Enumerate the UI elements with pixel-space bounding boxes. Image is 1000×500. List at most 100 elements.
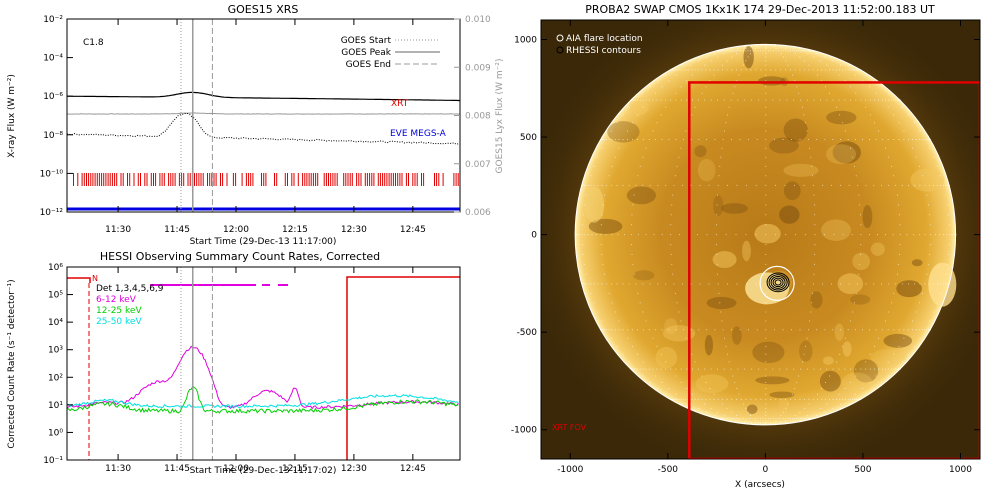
legend-goes-start: GOES Start xyxy=(341,36,392,46)
x-tick-label: 0 xyxy=(763,465,769,475)
hessi-legend: Det 1,3,4,5,6,9 6-12 keV 12-25 keV 25-50… xyxy=(96,284,164,327)
y2-tick-label: 0.007 xyxy=(465,160,491,170)
bright-region xyxy=(754,223,781,244)
rhessi-contour xyxy=(774,279,782,286)
dark-region xyxy=(779,205,800,224)
goes-xlabel: Start Time (29-Dec-13 11:17:00) xyxy=(190,237,337,247)
bright-region xyxy=(783,163,819,177)
y-tick-label: 10⁻¹ xyxy=(43,456,63,466)
dark-region xyxy=(704,334,714,356)
goes-y2label: GOES15 Lyx Flux (W m⁻²) xyxy=(495,59,505,174)
dark-region xyxy=(755,376,790,385)
x-tick-label: 500 xyxy=(854,465,871,475)
xrt-fov-label: XRT FOV xyxy=(552,423,587,432)
bright-region xyxy=(695,374,729,394)
goes-series xyxy=(67,19,460,212)
y-tick-label: 0 xyxy=(531,231,537,241)
y-tick-label: 10⁻⁸ xyxy=(43,131,63,141)
rhessi-contour xyxy=(768,274,788,291)
legend-aia: AIA flare location xyxy=(566,34,643,44)
dark-region xyxy=(633,270,655,281)
y2-tick-label: 0.010 xyxy=(465,15,491,25)
flare-location-markers xyxy=(759,265,795,301)
bright-region xyxy=(742,240,751,262)
y2-tick-label: 0.008 xyxy=(465,112,491,122)
hessi-25-50-series xyxy=(67,394,459,409)
y-tick-label: 10³ xyxy=(48,346,63,356)
solar-limb xyxy=(574,43,957,426)
y-tick-label: 10¹ xyxy=(48,401,63,411)
limb-active-region xyxy=(928,262,957,307)
dark-region xyxy=(769,391,795,399)
bright-region xyxy=(870,349,907,366)
bright-region xyxy=(662,325,696,342)
dark-region xyxy=(832,141,861,164)
dark-region xyxy=(783,118,808,142)
rhessi-contour xyxy=(772,277,784,288)
xrt-label: XRT xyxy=(391,99,409,109)
legend-aia-symbol xyxy=(556,34,564,42)
legend-goes-peak: GOES Peak xyxy=(341,48,391,58)
y-tick-label: 10⁻⁶ xyxy=(43,92,63,102)
hessi-night-bar xyxy=(346,276,460,460)
hessi-xlabel: Start Time (29-Dec-13 11:17:02) xyxy=(190,466,337,476)
bright-region xyxy=(842,341,852,357)
bright-region xyxy=(870,242,885,256)
legend-goes-end: GOES End xyxy=(346,60,391,70)
goes-lyx-series xyxy=(67,112,460,115)
swap-image-panel: PROBA2 SWAP CMOS 1Kx1K 174 29-Dec-2013 1… xyxy=(511,3,981,490)
dark-region xyxy=(883,333,913,348)
hessi-ylabel: Corrected Count Rate (s⁻¹ detector⁻¹) xyxy=(7,279,17,448)
swap-frame xyxy=(540,19,981,460)
swap-title: PROBA2 SWAP CMOS 1Kx1K 174 29-Dec-2013 1… xyxy=(585,3,935,16)
bright-region xyxy=(825,144,857,165)
dark-region xyxy=(746,404,758,415)
dark-region xyxy=(752,341,785,364)
hessi-night-label: N xyxy=(92,274,98,283)
x-tick-label: 11:45 xyxy=(164,225,190,235)
dark-region xyxy=(694,145,707,158)
x-tick-label: 12:30 xyxy=(341,225,367,235)
goes-xray-series xyxy=(67,91,460,102)
x-tick-label: 12:00 xyxy=(223,225,249,235)
goes-ylabel: X-ray Flux (W m⁻²) xyxy=(7,74,17,158)
y-tick-label: 10⁻¹² xyxy=(40,208,64,218)
x-tick-label: -500 xyxy=(658,465,679,475)
goes-plot-area xyxy=(67,19,460,212)
dark-region xyxy=(911,259,923,267)
legend-hessi-12-25: 12-25 keV xyxy=(96,306,142,316)
hessi-series xyxy=(67,267,460,460)
xrt-coverage-bars xyxy=(73,173,459,186)
x-tick-label: 12:45 xyxy=(400,225,426,235)
hessi-frame xyxy=(66,266,461,461)
dark-region xyxy=(706,296,737,310)
goes-axes: 11:30 11:45 12:00 12:15 12:30 12:45 10⁻² 10⁻⁴ 10… xyxy=(40,15,491,235)
y-tick-label: 10⁵ xyxy=(48,291,63,301)
bright-region xyxy=(841,372,873,393)
hessi-night-bar xyxy=(67,277,91,283)
swap-image xyxy=(541,20,980,459)
x-tick-label: 12:45 xyxy=(400,464,426,474)
legend-hessi-det: Det 1,3,4,5,6,9 xyxy=(96,284,164,294)
goes-xrs-panel: GOES15 XRS 11:30 11:45 12:00 12:15 12:30 12:4… xyxy=(7,3,505,247)
x-tick-label: 11:45 xyxy=(164,464,190,474)
legend-hessi-25-50: 25-50 keV xyxy=(96,317,142,327)
bright-region xyxy=(821,219,851,242)
rhessi-contour xyxy=(770,275,786,289)
dark-region xyxy=(826,110,857,125)
bright-region xyxy=(852,252,870,271)
bright-region xyxy=(778,397,790,413)
dark-region xyxy=(799,340,813,362)
dark-region xyxy=(769,137,799,154)
x-tick-label: 11:30 xyxy=(105,225,131,235)
y-tick-label: -1000 xyxy=(511,426,537,436)
y2-tick-label: 0.009 xyxy=(465,63,491,73)
hessi-12-25-series xyxy=(67,385,459,414)
dark-region xyxy=(713,194,724,217)
y-tick-label: 10⁻¹⁰ xyxy=(40,169,64,179)
legend-rhessi: RHESSI contours xyxy=(566,46,641,56)
swap-legend: AIA flare location RHESSI contours xyxy=(556,34,643,56)
hessi-title: HESSI Observing Summary Count Rates, Cor… xyxy=(100,250,380,263)
bright-region xyxy=(664,318,678,335)
dark-region xyxy=(862,205,873,229)
